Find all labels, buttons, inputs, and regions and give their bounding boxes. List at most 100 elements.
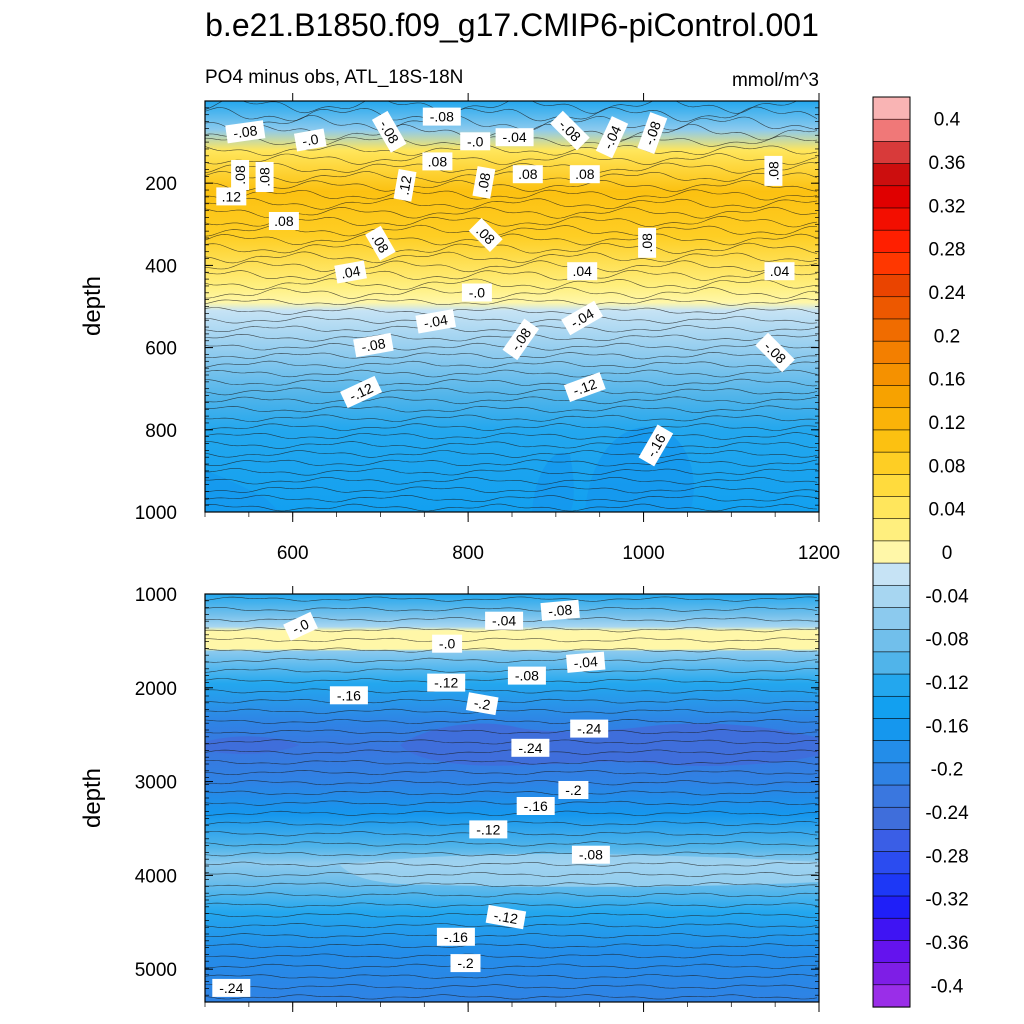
contour-label-box bbox=[436, 927, 475, 946]
units-label: mmol/m^3 bbox=[732, 70, 819, 91]
contour-label-text: -.08 bbox=[360, 335, 387, 355]
colorbar-cell bbox=[872, 518, 911, 542]
lower-contour-line bbox=[205, 790, 818, 796]
contour-label-text: .12 bbox=[222, 188, 242, 204]
lower-contour-line bbox=[205, 800, 817, 806]
colorbar-cell bbox=[872, 540, 911, 564]
lower-contour-label: -.12 bbox=[427, 673, 466, 692]
upper-contour-line bbox=[205, 325, 818, 333]
contour-label-text: -.12 bbox=[476, 821, 500, 837]
lower-contour-label: -.0 bbox=[283, 611, 318, 641]
upper-contour-line bbox=[205, 224, 818, 237]
upper-ytick-label: 400 bbox=[145, 256, 177, 277]
upper-contour-label: .04 bbox=[764, 262, 795, 281]
upper-contour-line bbox=[205, 307, 818, 315]
upper-contour-label: .08 bbox=[472, 166, 496, 199]
contour-label-box bbox=[561, 300, 604, 336]
upper-contour-label: .12 bbox=[393, 168, 417, 202]
lower-contour-label: -.2 bbox=[558, 781, 589, 799]
contour-label-text: -.08 bbox=[547, 601, 573, 619]
colorbar-cell bbox=[872, 829, 911, 853]
upper-panel-subtitle: PO4 minus obs, ATL_18S-18N bbox=[205, 67, 463, 88]
upper-panel-fill bbox=[205, 101, 819, 512]
colorbar-cell bbox=[872, 163, 911, 187]
upper-contour-label: -.04 bbox=[495, 128, 534, 147]
lower-contour-line bbox=[205, 718, 818, 725]
lower-contour-line bbox=[205, 861, 818, 867]
colorbar-cell bbox=[872, 784, 911, 808]
contour-label-box bbox=[415, 309, 456, 334]
colorbar-tick-label: 0.32 bbox=[929, 196, 966, 217]
lower-contour-line bbox=[205, 810, 818, 816]
contour-label-text: -.08 bbox=[232, 122, 258, 141]
colorbar-cell bbox=[872, 96, 911, 120]
contour-label-box bbox=[764, 155, 783, 186]
lower-axis-ticks: 1000 2000 3000 4000 5000 bbox=[135, 585, 820, 1012]
contour-label-box bbox=[329, 686, 368, 705]
contour-label-box bbox=[460, 132, 491, 151]
contour-label-text: -.08 bbox=[579, 847, 603, 863]
upper-ytick-label: 600 bbox=[145, 339, 177, 360]
upper-contour-label: .08 bbox=[764, 155, 783, 186]
colorbar-cell bbox=[872, 429, 911, 453]
contour-label-box bbox=[516, 797, 555, 815]
contour-label-box bbox=[595, 116, 629, 159]
lower-contour-line bbox=[205, 780, 818, 786]
upper-contour-line bbox=[205, 369, 818, 378]
colorbar-cell bbox=[872, 607, 911, 631]
upper-contour-line bbox=[205, 387, 818, 396]
contour-label-box bbox=[755, 332, 795, 373]
contour-label-text: .08 bbox=[518, 166, 538, 182]
colorbar-cell bbox=[872, 229, 911, 253]
lower-shallow-band-right bbox=[340, 853, 819, 887]
contour-label-box bbox=[638, 424, 674, 467]
upper-y-axis-title: depth bbox=[79, 276, 106, 336]
colorbar-cell bbox=[872, 806, 911, 831]
upper-contour-line bbox=[205, 278, 818, 291]
upper-contour-line bbox=[205, 242, 818, 254]
contour-label-text: .08 bbox=[575, 166, 595, 182]
contour-label-box bbox=[540, 599, 580, 622]
colorbar-cell bbox=[872, 141, 911, 165]
contour-label-box bbox=[637, 112, 668, 155]
upper-xtick-label: 600 bbox=[277, 543, 309, 564]
colorbar-tick-label: -0.12 bbox=[925, 673, 968, 694]
lower-contour-line bbox=[205, 729, 818, 735]
contour-label-box bbox=[212, 978, 251, 997]
contour-label-text: -.08 bbox=[641, 119, 664, 147]
colorbar-cell bbox=[872, 851, 911, 875]
contour-label-text: -.04 bbox=[422, 311, 449, 331]
colorbar-tick-label: 0.4 bbox=[934, 110, 961, 131]
contour-label-box bbox=[450, 954, 481, 973]
lower-contour-line bbox=[205, 851, 818, 857]
contour-label-box bbox=[569, 165, 600, 184]
upper-xtick-label: 800 bbox=[452, 543, 484, 564]
colorbar-cell bbox=[872, 340, 911, 364]
lower-contour-line bbox=[205, 933, 818, 939]
lower-contour-line bbox=[205, 943, 818, 949]
colorbar-tick-label: -0.32 bbox=[925, 890, 968, 911]
colorbar-cell bbox=[872, 207, 911, 231]
upper-contour-line bbox=[205, 423, 818, 431]
contour-label-text: -.0 bbox=[439, 636, 456, 652]
colorbar-tick-label: 0.2 bbox=[934, 326, 960, 347]
figure-title: b.e21.B1850.f09_g17.CMIP6-piControl.001 bbox=[205, 7, 819, 43]
contour-label-text: .08 bbox=[639, 233, 655, 253]
upper-contour-label: -.08 bbox=[637, 112, 668, 155]
contour-label-text: -.24 bbox=[219, 980, 243, 996]
colorbar-cell bbox=[872, 917, 911, 942]
upper-contour-label: -.0 bbox=[460, 132, 491, 151]
lower-contour-line bbox=[205, 596, 818, 602]
upper-contour-line bbox=[205, 153, 818, 165]
contour-label-box bbox=[567, 262, 598, 281]
upper-contour-line bbox=[205, 179, 818, 192]
lower-contour-line bbox=[205, 871, 818, 878]
lower-contour-line bbox=[205, 647, 818, 653]
upper-contour-line bbox=[205, 333, 818, 342]
lower-contour-line bbox=[205, 841, 818, 847]
upper-contour-line bbox=[205, 269, 818, 281]
colorbar-cell bbox=[872, 118, 911, 142]
contour-label-text: -.04 bbox=[503, 129, 527, 145]
lower-contour-line bbox=[205, 759, 818, 765]
